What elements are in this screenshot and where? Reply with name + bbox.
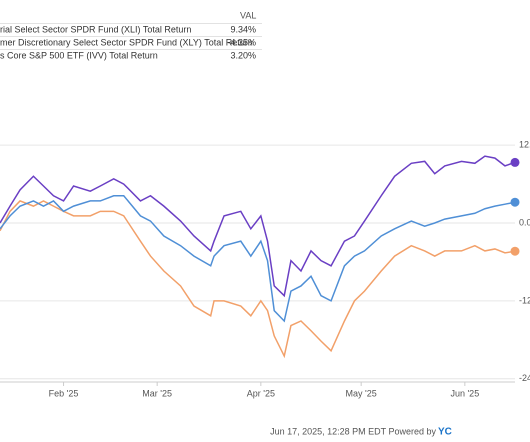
x-tick-label: Apr '25: [247, 388, 275, 398]
legend-value: 9.34%: [230, 24, 256, 34]
x-tick-label: May '25: [346, 388, 377, 398]
legend-name: rial Select Sector SPDR Fund (XLI) Total…: [0, 24, 191, 34]
x-tick-label: Jun '25: [450, 388, 479, 398]
legend-name: s Core S&P 500 ETF (IVV) Total Return: [0, 50, 158, 60]
y-tick-label: -24.00%: [519, 373, 530, 383]
y-tick-label: 0.00%: [519, 217, 530, 227]
legend-name: mer Discretionary Select Sector SPDR Fun…: [0, 37, 253, 47]
legend-value: 3.20%: [230, 50, 256, 60]
x-tick-label: Feb '25: [49, 388, 79, 398]
legend-value: -4.35%: [227, 37, 256, 47]
legend-header: VAL: [240, 10, 256, 20]
logo: YC: [438, 427, 452, 438]
end-marker: [510, 157, 520, 167]
end-marker: [510, 246, 520, 256]
series-line: [0, 155, 516, 298]
series-line: [0, 200, 516, 359]
x-tick-label: Mar '25: [142, 388, 172, 398]
y-tick-label: -12.00%: [519, 295, 530, 305]
y-tick-label: 12.00%: [519, 139, 530, 149]
series-line: [0, 194, 516, 323]
end-marker: [510, 197, 520, 207]
footer: Jun 17, 2025, 12:28 PM EDT Powered by: [270, 426, 436, 436]
